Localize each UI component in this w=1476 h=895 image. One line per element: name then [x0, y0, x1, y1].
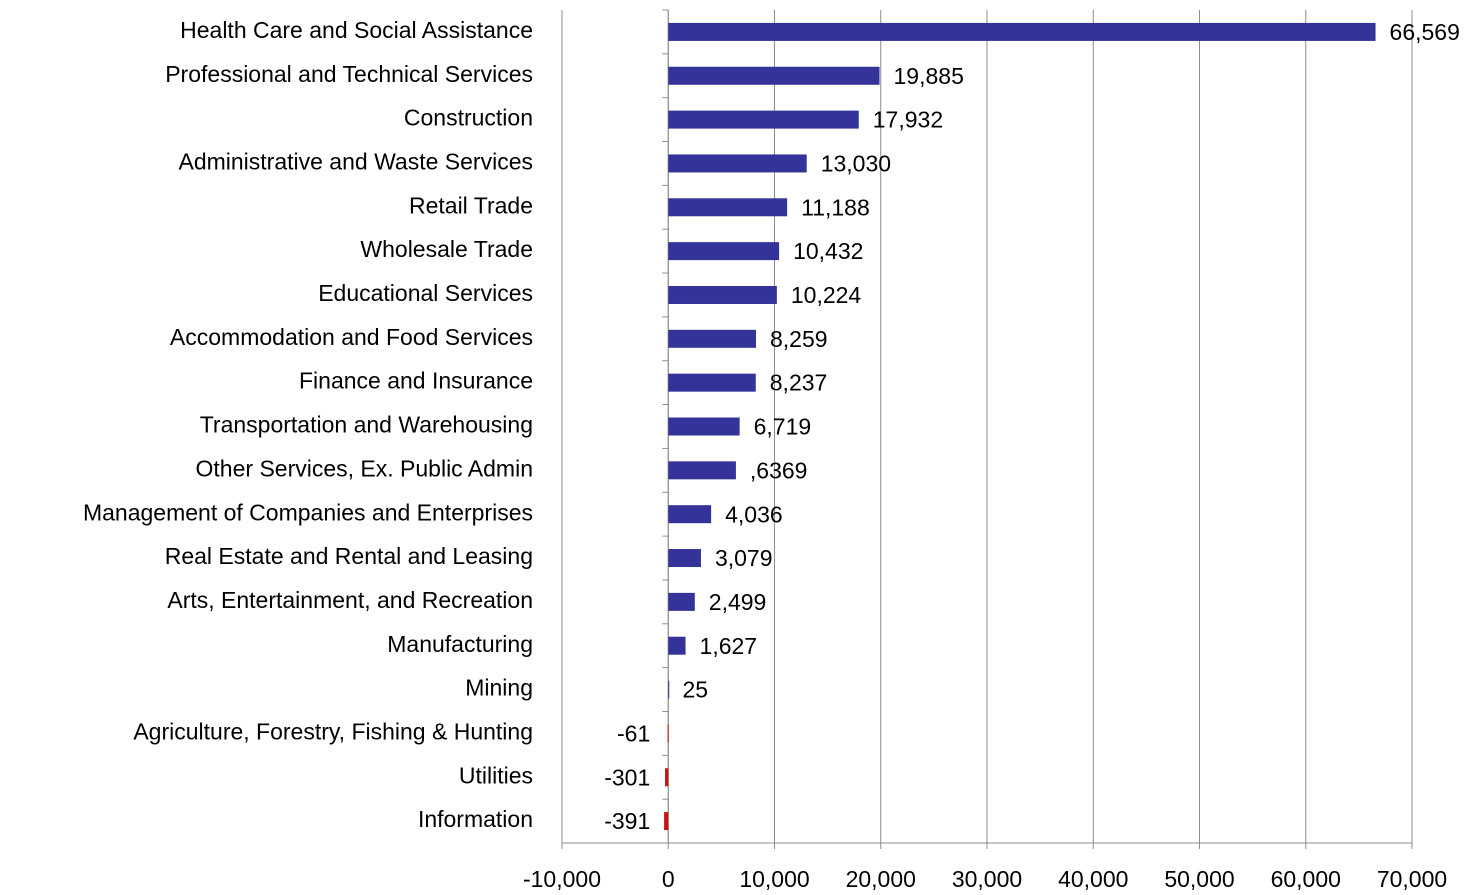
bar [668, 461, 736, 480]
value-label: -301 [604, 764, 650, 790]
category-label: Health Care and Social Assistance [180, 17, 533, 43]
x-tick-label: -10,000 [523, 866, 601, 892]
x-tick-label: 30,000 [952, 866, 1022, 892]
value-label: 10,432 [793, 238, 863, 264]
value-label: -391 [604, 808, 650, 834]
bar [668, 505, 712, 524]
value-label: 1,627 [700, 633, 758, 659]
category-label: Wholesale Trade [360, 236, 533, 262]
bar [668, 110, 859, 129]
bar [668, 154, 807, 173]
bar [667, 724, 669, 743]
value-label: 25 [683, 677, 709, 703]
category-label: Agriculture, Forestry, Fishing & Hunting [133, 718, 533, 744]
x-tick-label: 60,000 [1271, 866, 1341, 892]
value-label: 10,224 [791, 282, 862, 308]
bar [668, 417, 740, 436]
category-label: Mining [465, 675, 533, 701]
category-label: Manufacturing [387, 631, 533, 657]
value-label: 3,079 [715, 545, 773, 571]
category-label: Retail Trade [409, 192, 533, 218]
category-label: Arts, Entertainment, and Recreation [167, 587, 533, 613]
x-tick-label: 40,000 [1058, 866, 1128, 892]
category-label: Other Services, Ex. Public Admin [196, 455, 533, 481]
value-label: 8,259 [770, 326, 828, 352]
bar [668, 22, 1376, 41]
bar [664, 812, 669, 831]
x-tick-label: 50,000 [1164, 866, 1234, 892]
bar [668, 329, 757, 348]
value-label: 8,237 [770, 370, 828, 396]
bar [668, 242, 780, 261]
value-label: 2,499 [709, 589, 767, 615]
value-label: 66,569 [1390, 19, 1460, 45]
value-label: 17,932 [873, 107, 943, 133]
bar [668, 66, 880, 85]
bar [668, 680, 670, 699]
value-label: -61 [617, 720, 650, 746]
value-label: ,6369 [750, 457, 808, 483]
category-label: Professional and Technical Services [165, 61, 533, 87]
bar [668, 549, 701, 568]
value-label: 11,188 [801, 194, 870, 220]
value-label: 6,719 [754, 414, 812, 440]
category-label: Construction [404, 105, 533, 131]
category-label: Real Estate and Rental and Leasing [165, 543, 533, 569]
category-label: Educational Services [318, 280, 533, 306]
bar [668, 285, 777, 304]
category-label: Accommodation and Food Services [170, 324, 533, 350]
x-tick-label: 0 [662, 866, 675, 892]
category-label: Information [418, 806, 533, 832]
x-tick-label: 20,000 [846, 866, 916, 892]
bar [665, 768, 669, 787]
bar [668, 198, 788, 217]
category-label: Management of Companies and Enterprises [83, 499, 533, 525]
bar [668, 636, 686, 655]
value-label: 19,885 [894, 63, 964, 89]
bar [668, 592, 695, 611]
value-label: 4,036 [725, 501, 783, 527]
category-label: Transportation and Warehousing [200, 412, 533, 438]
x-tick-label: 10,000 [739, 866, 809, 892]
category-label: Finance and Insurance [299, 368, 533, 394]
category-label: Utilities [459, 762, 533, 788]
x-tick-label: 70,000 [1377, 866, 1447, 892]
category-label: Administrative and Waste Services [178, 149, 533, 175]
value-label: 13,030 [821, 151, 891, 177]
bar [668, 373, 756, 392]
